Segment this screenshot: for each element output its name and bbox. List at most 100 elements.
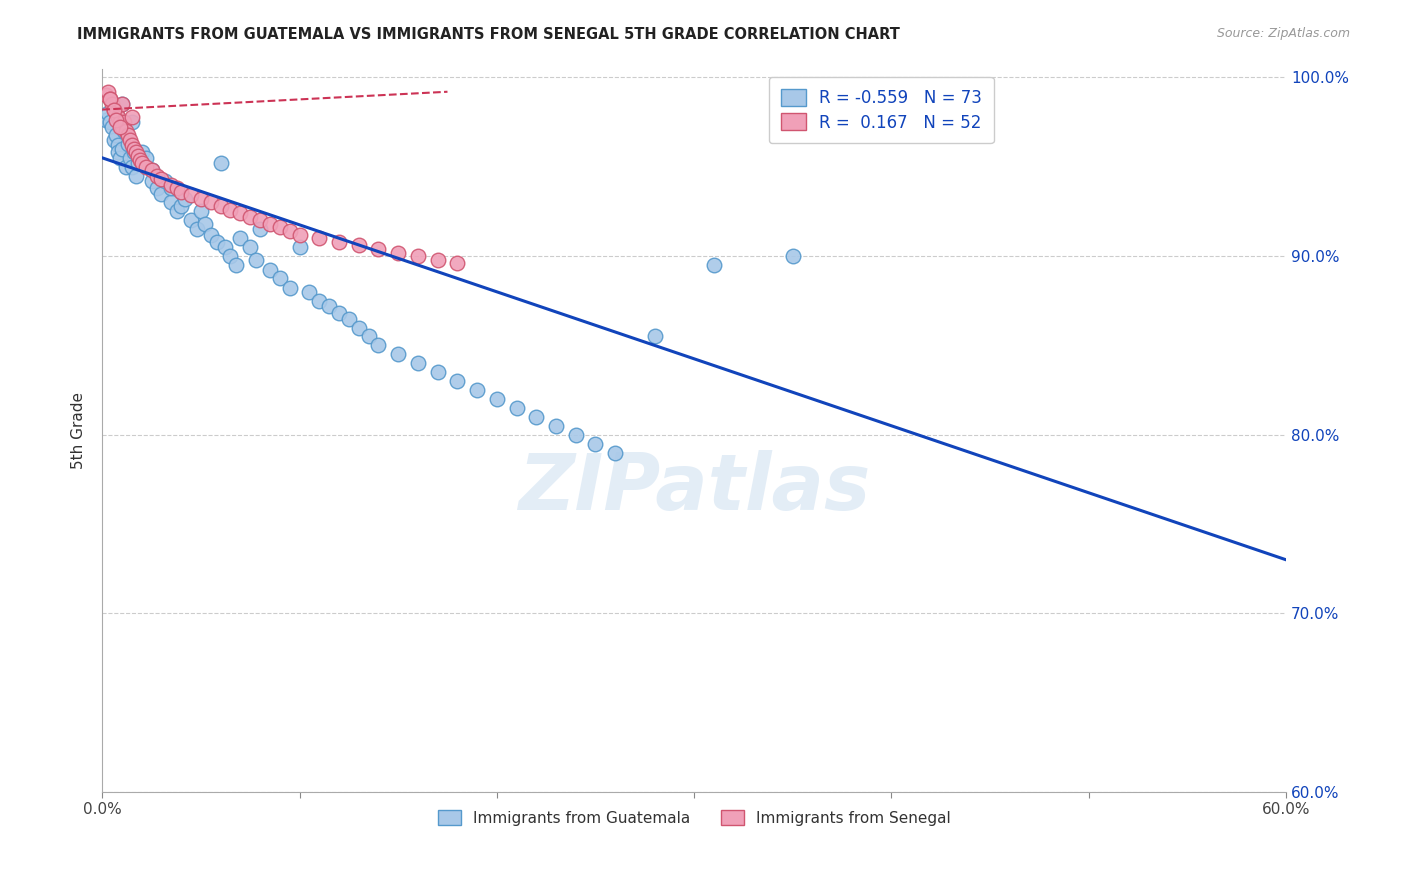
Point [96,88,118,103]
Point [105,113,128,128]
Point [485,392,508,406]
Point [127,149,149,163]
Point [278,281,301,295]
Point [249,213,271,227]
Point [108,120,131,135]
Point [160,181,183,195]
Point [190,192,212,206]
Point [269,270,291,285]
Point [200,195,222,210]
Point [121,115,143,129]
Point [166,204,188,219]
Point [150,172,173,186]
Point [118,151,141,165]
Point [180,213,202,227]
Point [127,156,149,170]
Point [308,293,330,308]
Point [209,156,232,170]
Point [115,160,138,174]
Point [239,240,262,254]
Point [141,163,163,178]
Point [112,124,135,138]
Legend: Immigrants from Guatemala, Immigrants from Senegal: Immigrants from Guatemala, Immigrants fr… [429,801,960,835]
Point [318,299,340,313]
Point [105,128,128,142]
Point [298,285,321,299]
Point [160,178,183,192]
Point [426,365,449,379]
Point [111,120,134,135]
Point [259,263,281,277]
Point [583,436,606,450]
Point [209,199,232,213]
Point [98,92,121,106]
Point [703,258,725,272]
Point [406,249,429,263]
Point [108,151,131,165]
Point [146,169,169,183]
Point [245,252,267,267]
Point [146,181,169,195]
Point [112,115,135,129]
Point [107,145,129,160]
Point [170,199,193,213]
Point [328,235,350,249]
Point [347,320,370,334]
Point [406,356,429,370]
Point [121,110,143,124]
Point [347,238,370,252]
Point [150,186,173,201]
Point [225,258,247,272]
Point [337,311,360,326]
Point [121,160,143,174]
Point [111,142,134,156]
Point [107,110,129,124]
Point [446,374,468,388]
Point [308,231,330,245]
Point [97,106,120,120]
Point [544,418,567,433]
Point [105,106,128,120]
Point [229,206,252,220]
Point [121,138,143,153]
Point [328,306,350,320]
Point [387,245,409,260]
Point [103,133,125,147]
Point [170,185,193,199]
Point [190,204,212,219]
Point [524,409,547,424]
Point [135,160,157,174]
Point [96,113,118,128]
Point [605,445,627,459]
Point [111,97,134,112]
Point [101,97,124,112]
Point [259,217,281,231]
Point [229,231,252,245]
Point [101,120,124,135]
Point [131,145,153,160]
Point [98,92,121,106]
Point [288,240,311,254]
Point [141,174,163,188]
Point [103,103,125,117]
Point [166,181,188,195]
Point [97,85,120,99]
Point [135,151,157,165]
Point [131,156,153,170]
Point [239,210,262,224]
Point [505,401,527,415]
Point [564,427,586,442]
Point [118,133,141,147]
Point [200,227,222,242]
Point [367,242,389,256]
Point [426,252,449,267]
Point [446,256,468,270]
Point [186,222,208,236]
Point [103,103,125,117]
Point [174,192,197,206]
Point [367,338,389,352]
Text: ZIPatlas: ZIPatlas [517,450,870,526]
Point [128,153,150,167]
Point [205,235,228,249]
Point [214,240,236,254]
